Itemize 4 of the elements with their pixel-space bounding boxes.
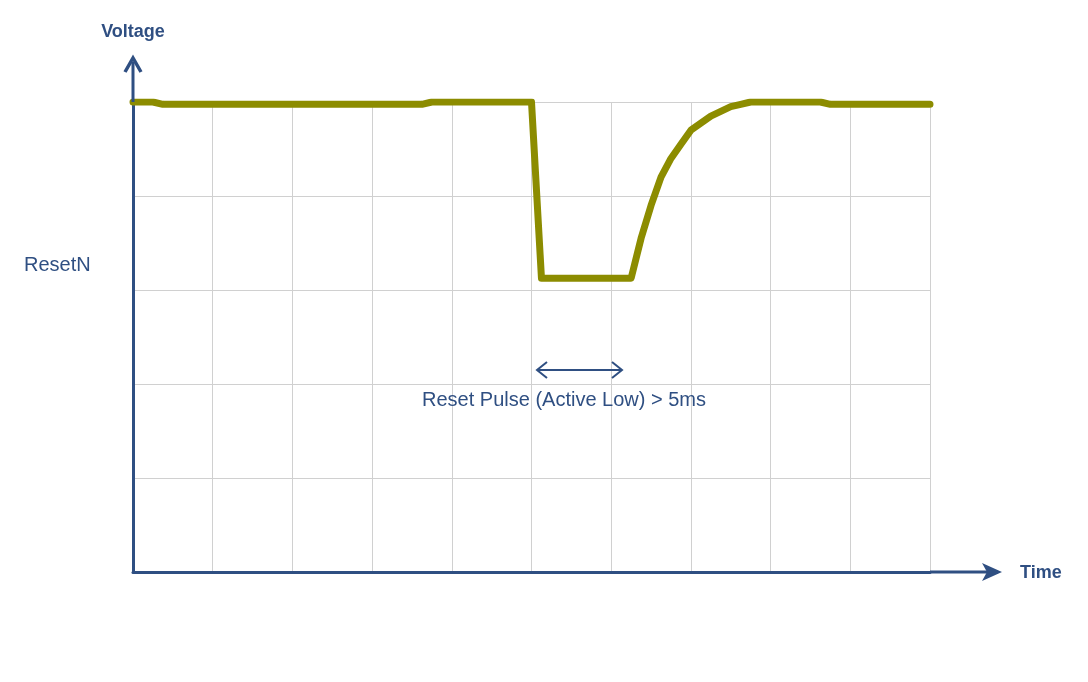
annotation: Reset Pulse (Active Low) > 5ms [422, 388, 706, 410]
x-axis-title: Time [1020, 562, 1062, 582]
y-axis-title: Voltage [101, 21, 165, 41]
text: ResetN [24, 253, 91, 276]
